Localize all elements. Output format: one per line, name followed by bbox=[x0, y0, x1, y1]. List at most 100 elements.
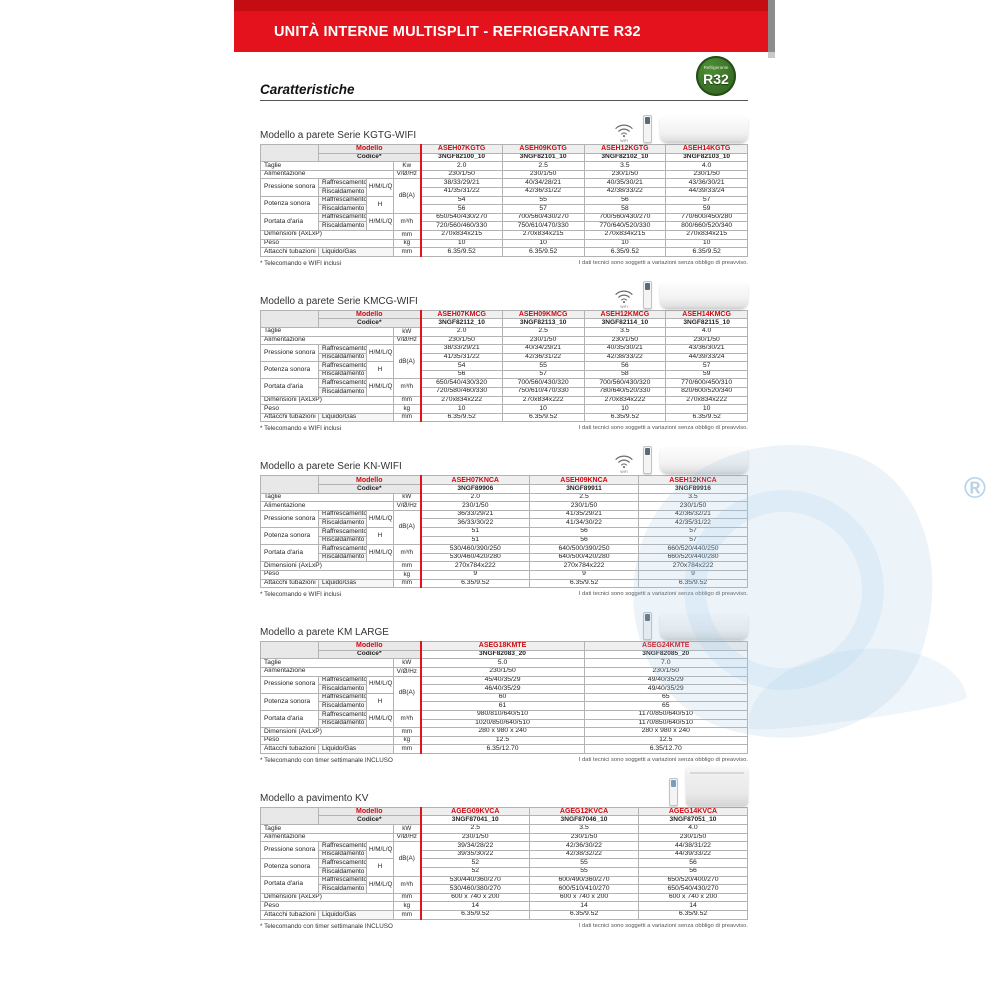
spec-value: 230/1/50 bbox=[665, 335, 748, 346]
spec-value: 280 x 980 x 240 bbox=[583, 727, 749, 737]
spec-value: 650/540/430/270 bbox=[638, 884, 748, 894]
spec-value: 49/40/35/29 bbox=[583, 675, 749, 686]
row-sublabel: Riscaldamento bbox=[318, 204, 367, 214]
spec-value: 51 bbox=[419, 527, 531, 537]
spec-value: 9 bbox=[638, 569, 748, 580]
spec-value: 270x834x215 bbox=[665, 229, 748, 240]
wifi-icon: WIFI bbox=[613, 288, 635, 309]
row-sublabel: Raffrescamento bbox=[318, 212, 367, 223]
model-name: AGEG12KVCA bbox=[529, 806, 639, 817]
row-label: Alimentazione bbox=[260, 832, 394, 843]
section-header: Modello a parete Serie KGTG-WIFI WIFI bbox=[260, 114, 748, 144]
spec-value: 2.0 bbox=[419, 326, 503, 337]
remote-screen bbox=[645, 117, 650, 124]
row-mode-label: H/M/L/Q bbox=[366, 709, 394, 729]
section-3: Modello a parete Serie KN-WIFI WIFI Modell… bbox=[260, 445, 748, 598]
row-unit-label: mm bbox=[392, 910, 422, 920]
spec-value: 10 bbox=[665, 238, 748, 249]
table-footnotes: * Telecomando e WIFI inclusi I dati tecni… bbox=[260, 425, 748, 432]
spec-value: 10 bbox=[665, 404, 748, 414]
row-unit-label: kg bbox=[392, 238, 422, 249]
row-sublabel: Liquido/Gas bbox=[318, 578, 394, 589]
row-unit-label: mm bbox=[392, 561, 422, 571]
codice-row-label: Codice* bbox=[317, 815, 422, 826]
row-unit-label: m³/h bbox=[392, 709, 422, 729]
row-sublabel: Riscaldamento bbox=[318, 718, 367, 729]
model-name: ASEH12KGTG bbox=[583, 144, 667, 154]
product-code: 3NGF82112_10 bbox=[419, 318, 503, 328]
row-mode-label: H bbox=[366, 195, 394, 214]
row-sublabel: Raffrescamento bbox=[318, 692, 367, 703]
spec-value: 10 bbox=[501, 404, 585, 414]
spec-value: 270x834x222 bbox=[583, 395, 667, 406]
row-label: Dimensioni (AxLxP) bbox=[260, 229, 394, 240]
model-name: AGEG14KVCA bbox=[638, 806, 748, 817]
model-name: ASEH09KGTG bbox=[501, 144, 585, 154]
spec-value: 750/610/470/330 bbox=[501, 387, 585, 397]
row-label: Potenza sonora bbox=[260, 858, 319, 877]
spec-value: 10 bbox=[583, 404, 667, 414]
spec-value: 39/34/28/22 bbox=[419, 841, 531, 851]
row-unit-label: mm bbox=[392, 727, 422, 737]
spec-value: 40/34/28/21 bbox=[501, 178, 585, 188]
spec-value: 6.35/9.52 bbox=[419, 578, 531, 589]
section-icons: WIFI bbox=[613, 115, 748, 144]
row-label: Potenza sonora bbox=[260, 361, 319, 380]
spec-value: 230/1/50 bbox=[583, 335, 667, 346]
spec-value: 770/600/450/280 bbox=[665, 212, 748, 223]
spec-value: 6.35/9.52 bbox=[638, 578, 748, 589]
row-label: Potenza sonora bbox=[260, 195, 319, 214]
remote-control-image bbox=[643, 280, 652, 309]
row-label: Dimensioni (AxLxP) bbox=[260, 727, 394, 737]
row-unit-label: kW bbox=[392, 326, 422, 337]
product-code: 3NGF82113_10 bbox=[501, 318, 585, 328]
spec-value: 42/36/31/22 bbox=[501, 352, 585, 363]
row-label: Alimentazione bbox=[260, 169, 394, 180]
row-unit-label: V/Ø/Hz bbox=[392, 169, 422, 180]
modello-row-label: Modello bbox=[317, 144, 422, 154]
row-label: Dimensioni (AxLxP) bbox=[260, 395, 394, 406]
spec-value: 6.35/9.52 bbox=[419, 910, 531, 920]
spec-value: 10 bbox=[583, 238, 667, 249]
spec-value: 6.35/12.70 bbox=[583, 744, 749, 754]
spec-value: 700/560/430/270 bbox=[583, 212, 667, 223]
product-code: 3NGF82101_10 bbox=[501, 152, 585, 163]
spec-value: 600 x 740 x 200 bbox=[419, 892, 531, 903]
spec-value: 52 bbox=[419, 858, 531, 869]
spec-value: 57 bbox=[665, 361, 748, 371]
row-label: Attacchi tubazioni bbox=[260, 578, 319, 589]
spec-value: 600/490/360/270 bbox=[529, 875, 639, 886]
row-unit-label: mm bbox=[392, 578, 422, 589]
row-sublabel: Raffrescamento bbox=[318, 195, 367, 206]
scrollbar-fragment[interactable] bbox=[768, 0, 775, 58]
wifi-icon-label: WIFI bbox=[620, 304, 628, 309]
row-sublabel: Raffrescamento bbox=[318, 709, 367, 720]
spec-value: 43/36/30/21 bbox=[665, 178, 748, 188]
spec-value: 36/33/29/21 bbox=[419, 509, 531, 520]
table-corner-cell bbox=[260, 641, 319, 660]
footnote-left: * Telecomando e WIFI inclusi bbox=[260, 425, 342, 433]
footnote-right: I dati tecnici sono soggetti a variazion… bbox=[578, 425, 748, 432]
spec-value: 1170/850/640/510 bbox=[583, 718, 749, 729]
row-label: Alimentazione bbox=[260, 335, 394, 346]
table-corner-cell bbox=[260, 806, 319, 826]
spec-value: 6.35/9.52 bbox=[501, 247, 585, 257]
wall-unit-image bbox=[660, 282, 748, 309]
spec-value: 41/35/31/22 bbox=[419, 186, 503, 197]
spec-value: 46/40/35/29 bbox=[419, 684, 585, 694]
remote-screen bbox=[645, 448, 650, 456]
footnote-right: I dati tecnici sono soggetti a variazion… bbox=[578, 756, 748, 763]
spec-value: 56 bbox=[638, 867, 748, 877]
row-sublabel: Riscaldamento bbox=[318, 387, 367, 397]
row-unit-label: mm bbox=[392, 744, 422, 754]
spec-value: 980/810/640/510 bbox=[419, 709, 585, 720]
remote-screen bbox=[671, 779, 676, 787]
spec-value: 2.5 bbox=[419, 824, 531, 834]
row-label: Taglie bbox=[260, 326, 394, 337]
model-name: ASEH12KNCA bbox=[638, 475, 748, 486]
row-mode-label: H/M/L/Q bbox=[366, 544, 394, 563]
product-code: 3NGF89911 bbox=[529, 484, 639, 494]
model-name: ASEG24KMTE bbox=[583, 641, 749, 651]
table-corner-cell bbox=[260, 475, 319, 494]
table-footnotes: * Telecomando e WIFI inclusi I dati tecni… bbox=[260, 260, 748, 267]
